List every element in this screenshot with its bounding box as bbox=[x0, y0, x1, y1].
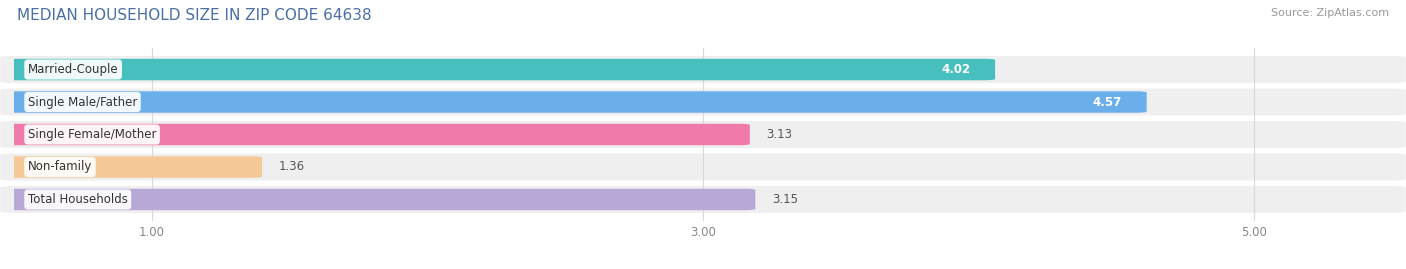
Text: 4.02: 4.02 bbox=[941, 63, 970, 76]
FancyBboxPatch shape bbox=[0, 121, 1406, 148]
Text: Non-family: Non-family bbox=[28, 161, 93, 174]
FancyBboxPatch shape bbox=[3, 91, 1147, 113]
FancyBboxPatch shape bbox=[0, 56, 1406, 83]
FancyBboxPatch shape bbox=[3, 189, 755, 210]
FancyBboxPatch shape bbox=[0, 154, 1406, 180]
FancyBboxPatch shape bbox=[3, 156, 262, 178]
Text: 3.15: 3.15 bbox=[772, 193, 797, 206]
Text: Source: ZipAtlas.com: Source: ZipAtlas.com bbox=[1271, 8, 1389, 18]
Text: 4.57: 4.57 bbox=[1092, 95, 1122, 108]
FancyBboxPatch shape bbox=[3, 59, 995, 80]
Text: Single Male/Father: Single Male/Father bbox=[28, 95, 138, 108]
FancyBboxPatch shape bbox=[0, 89, 1406, 115]
FancyBboxPatch shape bbox=[3, 124, 749, 145]
Text: Married-Couple: Married-Couple bbox=[28, 63, 118, 76]
Text: 1.36: 1.36 bbox=[278, 161, 305, 174]
Text: Single Female/Mother: Single Female/Mother bbox=[28, 128, 156, 141]
FancyBboxPatch shape bbox=[0, 186, 1406, 213]
Text: MEDIAN HOUSEHOLD SIZE IN ZIP CODE 64638: MEDIAN HOUSEHOLD SIZE IN ZIP CODE 64638 bbox=[17, 8, 371, 23]
Text: Total Households: Total Households bbox=[28, 193, 128, 206]
Text: 3.13: 3.13 bbox=[766, 128, 793, 141]
